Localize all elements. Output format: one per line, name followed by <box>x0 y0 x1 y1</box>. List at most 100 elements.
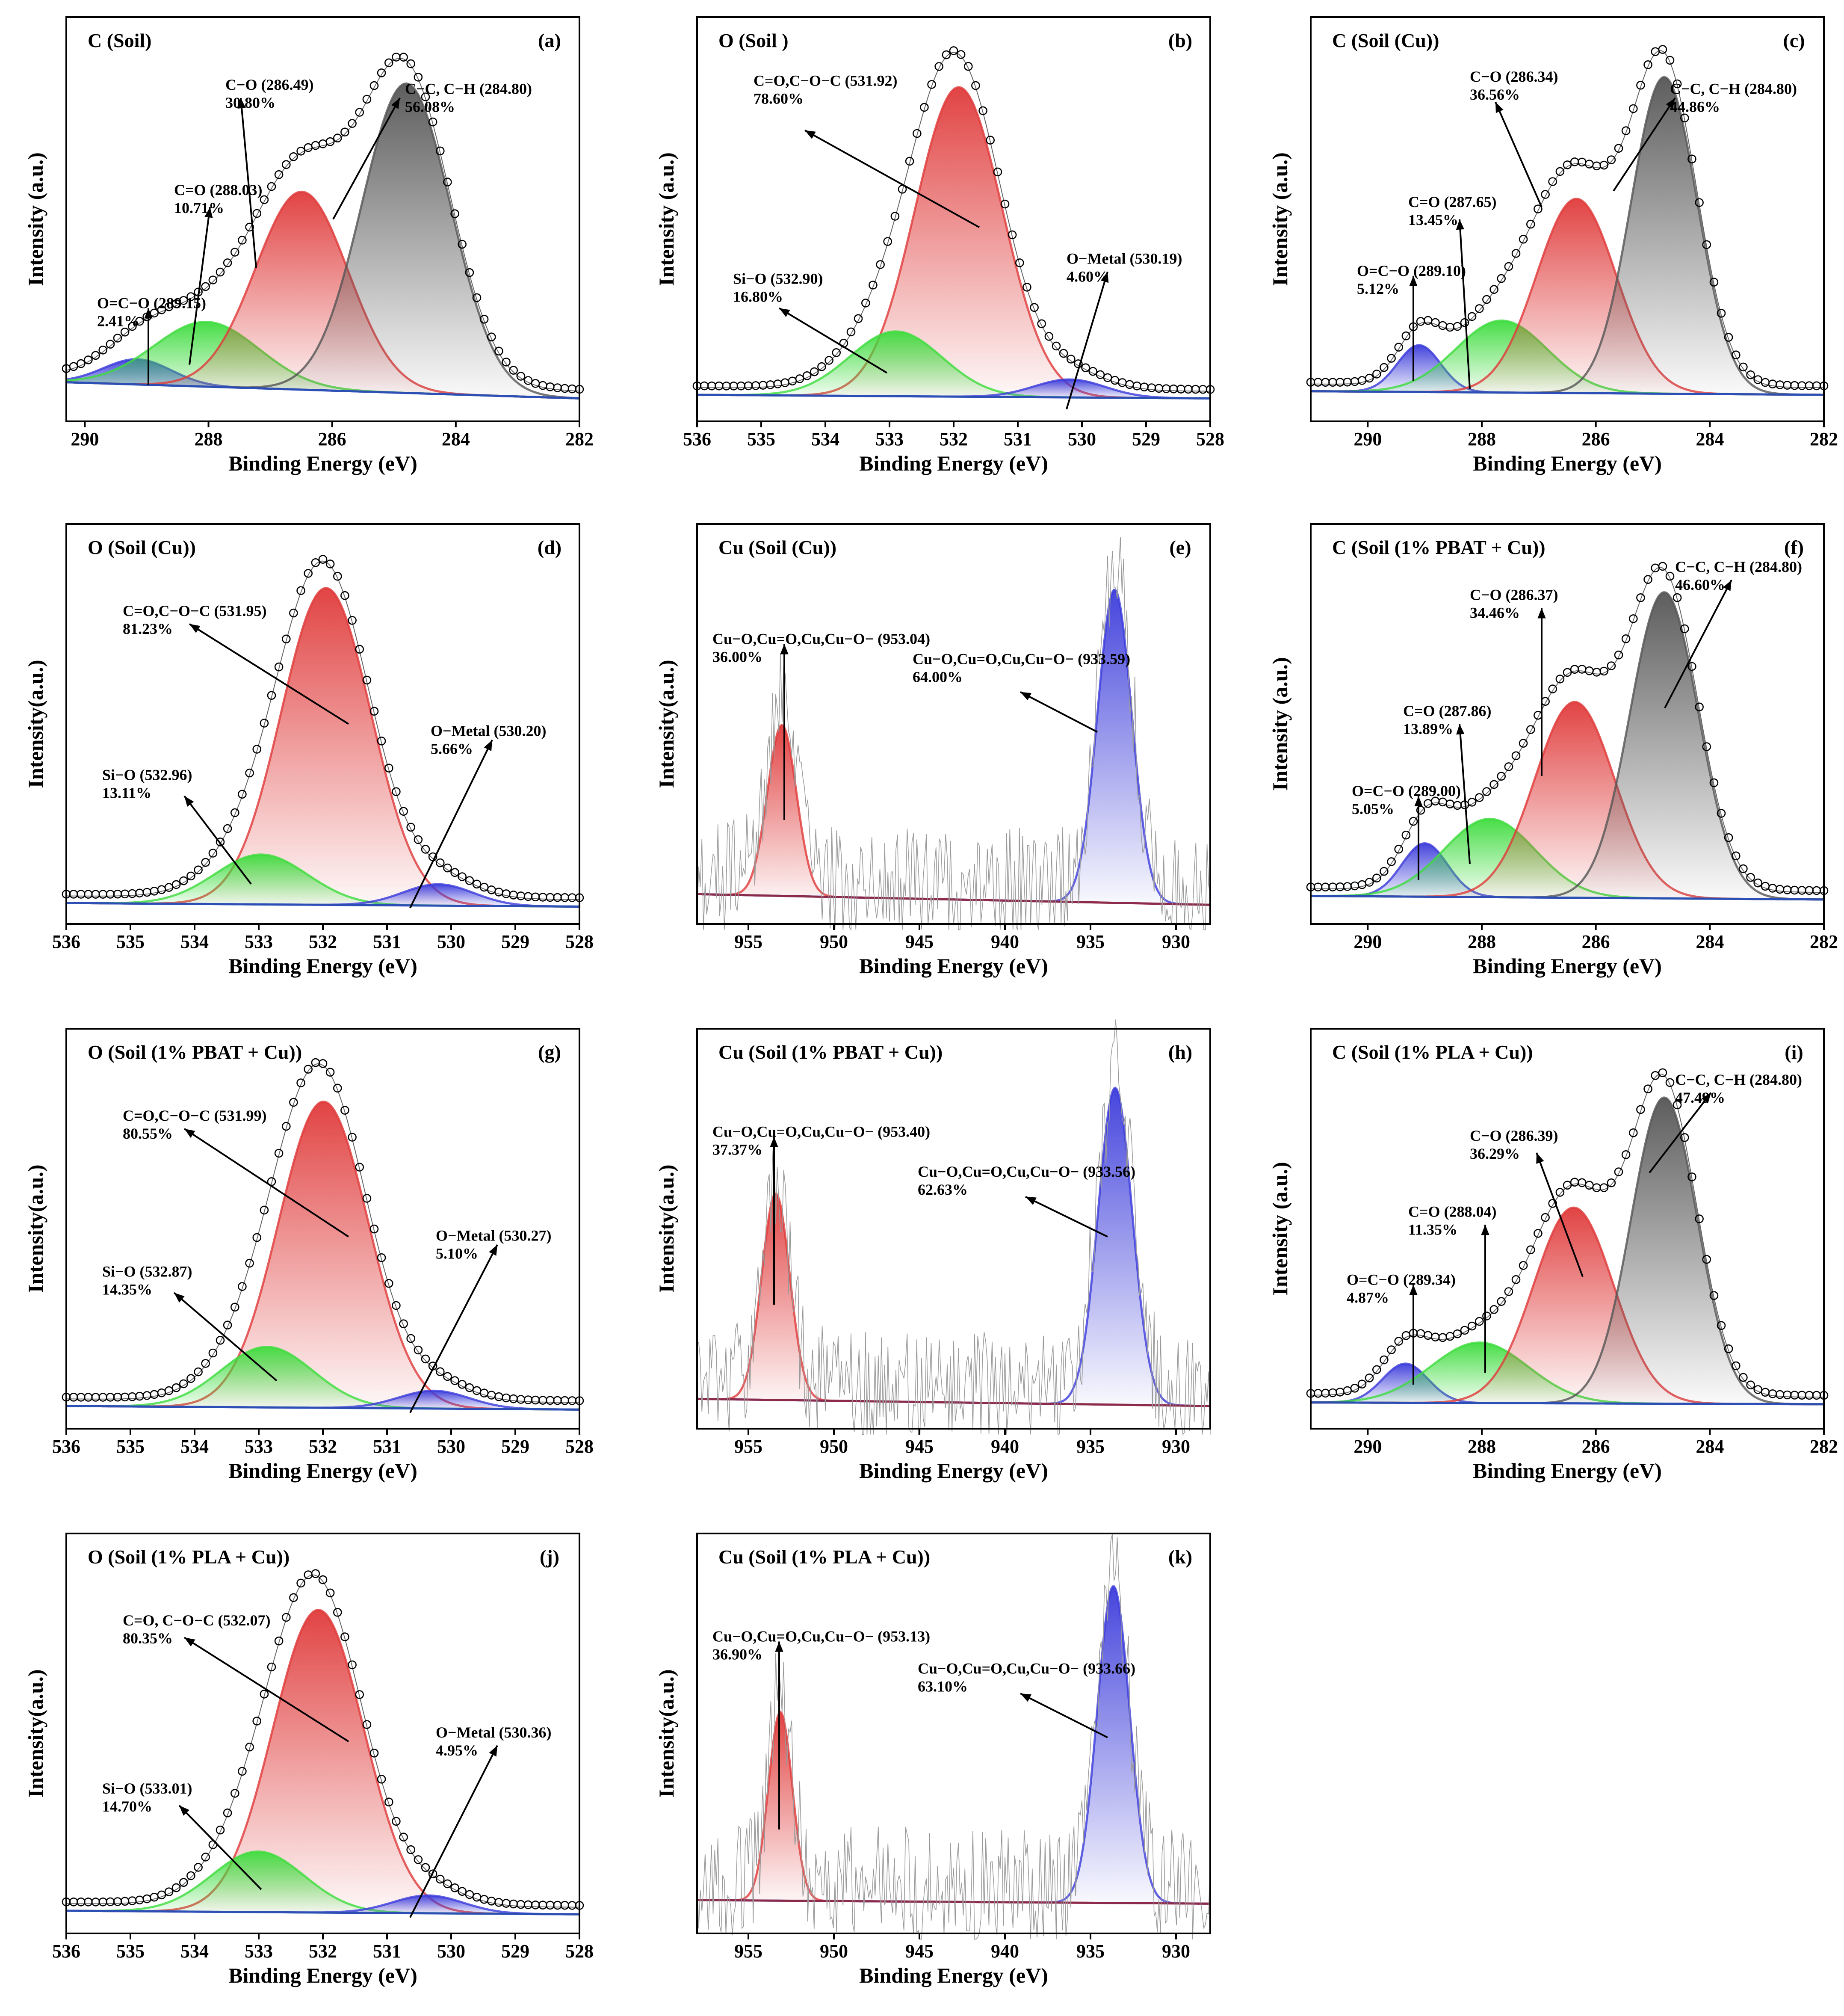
data-point <box>289 1098 298 1107</box>
x-axis-label: Binding Energy (eV) <box>1473 954 1662 978</box>
data-point <box>1387 354 1396 363</box>
data-point <box>194 865 203 874</box>
peak-percent: 56.08% <box>405 98 455 115</box>
data-point <box>340 1632 349 1641</box>
data-point <box>1592 161 1601 171</box>
y-axis-label: Intensity(a.u.) <box>24 1669 47 1797</box>
peak-label: Cu−O,Cu=O,Cu,Cu−O− (933.59) <box>913 650 1130 667</box>
data-point <box>369 1224 379 1234</box>
x-tick-label: 940 <box>991 931 1019 952</box>
data-point <box>340 1106 349 1115</box>
peak-label: Si−O (533.01) <box>102 1780 192 1797</box>
x-tick-label: 532 <box>309 1436 337 1457</box>
data-point <box>414 73 423 82</box>
data-point <box>106 1897 115 1906</box>
data-point <box>98 1897 107 1906</box>
data-point <box>1599 666 1608 676</box>
peak-percent: 13.45% <box>1408 211 1458 228</box>
data-point <box>1797 381 1806 390</box>
data-point <box>1541 1213 1550 1222</box>
data-point <box>1015 258 1024 267</box>
data-point <box>77 1393 86 1402</box>
data-point <box>956 50 966 59</box>
data-point <box>399 1832 408 1842</box>
panel-title: O (Soil (Cu)) <box>88 536 196 558</box>
data-point <box>1658 1068 1667 1078</box>
data-point <box>1321 378 1330 387</box>
data-point <box>1110 376 1120 385</box>
background-line <box>66 1909 580 1915</box>
x-axis-label: Binding Energy (eV) <box>859 1963 1048 1987</box>
data-point <box>1665 1078 1675 1087</box>
arrow-head <box>204 207 213 218</box>
data-point <box>861 299 870 308</box>
peak-label: C−O (286.39) <box>1470 1127 1558 1144</box>
peak-percent: 36.90% <box>712 1646 762 1663</box>
data-point <box>377 737 386 746</box>
background-line <box>697 1899 1211 1905</box>
data-point <box>421 845 430 854</box>
data-point <box>171 1883 181 1892</box>
data-point <box>1687 662 1696 671</box>
data-point <box>1357 1380 1367 1388</box>
data-point <box>223 1808 232 1818</box>
panel-title: C (Soil (1% PLA + Cu)) <box>1332 1041 1533 1063</box>
peak-area <box>1311 1208 1824 1404</box>
data-point <box>179 1878 188 1887</box>
data-point <box>1154 384 1164 393</box>
data-point <box>1717 809 1726 818</box>
annotation-arrow <box>173 1292 278 1382</box>
data-point <box>194 1367 203 1377</box>
panel-title: C (Soil (1% PBAT + Cu)) <box>1332 536 1546 558</box>
panel-title: Cu (Soil (1% PLA + Cu)) <box>718 1546 930 1568</box>
data-point <box>1489 285 1498 294</box>
data-point <box>150 308 159 318</box>
data-point <box>465 1383 474 1392</box>
data-point <box>1372 873 1381 882</box>
data-point <box>1768 1389 1777 1398</box>
y-axis-label: Intensity (a.u.) <box>1268 657 1292 791</box>
data-point <box>479 1388 489 1397</box>
data-point <box>399 1319 408 1328</box>
peak-area <box>697 1193 1210 1406</box>
data-point <box>428 1869 437 1879</box>
data-point <box>788 376 797 386</box>
annotation-arrow <box>183 1128 349 1237</box>
data-point <box>201 1359 210 1368</box>
data-point <box>281 160 291 169</box>
x-tick-label: 955 <box>734 1941 762 1962</box>
data-point <box>1445 799 1454 808</box>
data-point <box>1555 1188 1565 1197</box>
x-tick-label: 930 <box>1162 931 1190 952</box>
data-point <box>472 1386 482 1395</box>
annotation-arrow <box>409 740 493 909</box>
y-axis-label: Intensity(a.u.) <box>24 660 47 788</box>
data-point <box>414 1855 423 1864</box>
x-tick-label: 533 <box>245 1436 273 1457</box>
plot-frame <box>696 523 1211 925</box>
data-point <box>1357 376 1367 385</box>
peak-area <box>697 1088 1210 1406</box>
data-point <box>494 1392 503 1401</box>
arrow-head <box>237 98 246 109</box>
data-point <box>1534 1229 1543 1238</box>
data-point <box>1147 383 1156 392</box>
data-point <box>1519 234 1528 244</box>
data-point <box>1380 363 1389 372</box>
data-point <box>98 1393 107 1402</box>
data-point <box>135 1895 144 1905</box>
peak-label: C=O, C−O−C (532.07) <box>123 1612 271 1629</box>
data-point <box>186 292 195 301</box>
data-point <box>1592 1183 1601 1192</box>
data-point <box>1695 702 1704 711</box>
data-point <box>98 890 107 899</box>
annotation-arrow <box>1664 579 1732 709</box>
data-point <box>1161 384 1171 394</box>
data-point <box>1753 375 1763 384</box>
data-point <box>1717 308 1726 318</box>
data-point <box>1732 1361 1741 1371</box>
data-point <box>553 893 562 902</box>
data-point <box>296 146 305 156</box>
data-point <box>567 384 577 394</box>
